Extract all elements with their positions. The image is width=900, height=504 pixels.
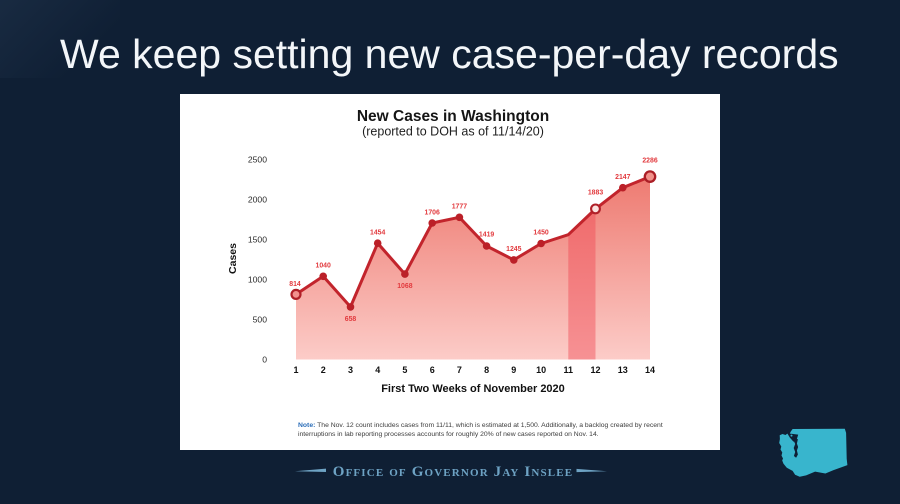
svg-text:1419: 1419 [479,232,494,239]
svg-text:2: 2 [321,365,326,375]
svg-text:7: 7 [457,365,462,375]
svg-text:Cases: Cases [227,243,239,274]
svg-text:1450: 1450 [533,230,548,237]
svg-text:First Two Weeks of November 20: First Two Weeks of November 2020 [381,383,565,395]
svg-text:1068: 1068 [397,283,412,290]
svg-text:14: 14 [645,365,655,375]
svg-text:1500: 1500 [248,235,267,245]
svg-text:10: 10 [536,365,546,375]
svg-text:4: 4 [375,365,380,375]
svg-text:1000: 1000 [248,275,267,285]
svg-text:9: 9 [511,365,516,375]
svg-text:11: 11 [564,365,574,375]
svg-text:Note: The Nov. 12 count includ: Note: The Nov. 12 count includes cases f… [298,422,663,429]
svg-text:12: 12 [590,365,600,375]
svg-text:814: 814 [289,281,301,288]
svg-text:8: 8 [484,365,489,375]
svg-text:1777: 1777 [452,204,467,211]
svg-text:1706: 1706 [425,210,440,217]
svg-text:3: 3 [348,365,353,375]
svg-text:1454: 1454 [370,230,385,237]
svg-text:2500: 2500 [248,155,267,165]
svg-text:interruptions in lab reporting: interruptions in lab reporting processes… [298,431,599,438]
svg-text:1: 1 [293,365,298,375]
svg-text:658: 658 [345,316,357,323]
svg-text:1883: 1883 [588,190,603,197]
svg-text:New Cases in Washington: New Cases in Washington [357,108,549,125]
svg-text:2286: 2286 [642,158,657,165]
svg-text:6: 6 [430,365,435,375]
svg-text:13: 13 [618,365,628,375]
svg-text:1040: 1040 [316,263,331,270]
svg-text:2000: 2000 [248,195,267,205]
svg-text:(reported to DOH as of 11/14/2: (reported to DOH as of 11/14/20) [362,124,544,138]
svg-text:2147: 2147 [615,174,630,181]
svg-text:500: 500 [253,315,268,325]
svg-text:5: 5 [402,365,407,375]
svg-text:1245: 1245 [506,246,521,253]
svg-text:0: 0 [262,355,267,365]
